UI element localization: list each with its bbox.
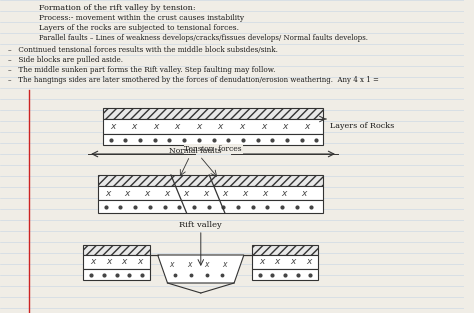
Text: x: x [304, 122, 309, 131]
Text: Normal faults: Normal faults [168, 147, 221, 155]
Text: x: x [261, 122, 266, 131]
Bar [83, 269, 150, 280]
Text: x: x [144, 188, 150, 198]
Text: x: x [183, 188, 189, 198]
Text: x: x [174, 122, 180, 131]
Bar [103, 119, 323, 134]
Text: x: x [91, 258, 96, 266]
Text: x: x [301, 188, 306, 198]
Text: x: x [222, 260, 227, 269]
Text: Layers of the rocks are subjected to tensional forces.: Layers of the rocks are subjected to ten… [39, 24, 239, 32]
Text: x: x [239, 122, 245, 131]
Text: x: x [306, 258, 311, 266]
Text: x: x [106, 258, 111, 266]
Text: x: x [274, 258, 280, 266]
Text: x: x [187, 260, 191, 269]
Bar [252, 269, 319, 280]
Polygon shape [158, 255, 244, 283]
Text: Tension  forces: Tension forces [184, 145, 242, 153]
Text: Process:- movement within the crust causes instability: Process:- movement within the crust caus… [39, 14, 244, 22]
Bar [252, 245, 319, 255]
Text: x: x [169, 260, 173, 269]
Text: x: x [105, 188, 110, 198]
Text: x: x [164, 188, 169, 198]
Bar [83, 255, 150, 269]
Text: Formation of the rift valley by tension:: Formation of the rift valley by tension: [39, 4, 196, 12]
Text: x: x [204, 260, 209, 269]
Text: –   Continued tensional forces results with the middle block subsides/sink.: – Continued tensional forces results wit… [8, 46, 278, 54]
Text: x: x [218, 122, 223, 131]
Bar [103, 108, 323, 119]
Text: –   The middle sunken part forms the Rift valley. Step faulting may follow.: – The middle sunken part forms the Rift … [8, 66, 275, 74]
Bar [103, 134, 323, 145]
Text: –   Side blocks are pulled aside.: – Side blocks are pulled aside. [8, 56, 123, 64]
Text: –   The hangings sides are later smothered by the forces of denudation/erosion w: – The hangings sides are later smothered… [8, 76, 379, 84]
Text: x: x [153, 122, 158, 131]
Text: x: x [283, 122, 288, 131]
Text: x: x [242, 188, 247, 198]
Bar [83, 245, 150, 255]
Text: x: x [282, 188, 287, 198]
Text: x: x [223, 188, 228, 198]
Bar [98, 200, 323, 213]
Bar [98, 186, 323, 200]
Bar [98, 175, 323, 186]
Text: Parallel faults – Lines of weakness develops/cracks/fissues develops/ Normal fau: Parallel faults – Lines of weakness deve… [39, 34, 368, 42]
Text: x: x [259, 258, 264, 266]
Text: Layers of Rocks: Layers of Rocks [330, 122, 394, 131]
Text: x: x [262, 188, 267, 198]
Text: x: x [110, 122, 115, 131]
Text: Rift valley: Rift valley [180, 221, 222, 229]
Text: x: x [290, 258, 296, 266]
Text: x: x [203, 188, 209, 198]
Text: x: x [137, 258, 143, 266]
Text: x: x [196, 122, 201, 131]
Text: x: x [122, 258, 127, 266]
Bar [252, 255, 319, 269]
Text: x: x [125, 188, 130, 198]
Text: x: x [131, 122, 137, 131]
